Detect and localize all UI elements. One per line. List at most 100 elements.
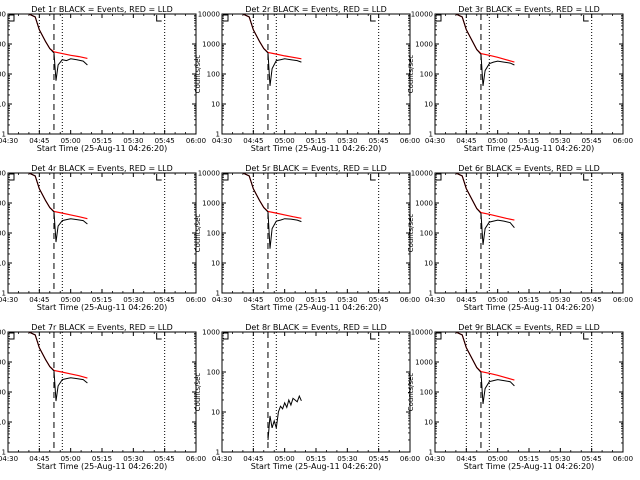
detector-panel: Det 4r BLACK = Events, RED = LLD 1 10 100 10…: [0, 164, 206, 312]
y-tick-label: 1: [429, 131, 433, 139]
y-tick-label: 1000: [0, 41, 6, 49]
y-tick-label: 1: [2, 290, 6, 298]
x-tick-label: 05:45: [155, 137, 175, 145]
x-tick-label: 05:45: [582, 137, 602, 145]
x-tick-label: 05:15: [306, 296, 326, 304]
events-series-line: [242, 14, 302, 86]
events-series-line: [242, 173, 302, 249]
corner-marker: [9, 173, 15, 181]
x-tick-label: 05:00: [61, 137, 81, 145]
corner-marker: [583, 15, 589, 22]
y-tick-label: 1000: [415, 41, 433, 49]
x-tick-label: 05:30: [337, 296, 357, 304]
events-series-line: [455, 332, 515, 404]
plot-frame: [434, 13, 624, 135]
y-tick-label: 10: [211, 409, 220, 417]
x-tick-label: 04:45: [456, 137, 476, 145]
x-tick-label: 04:45: [29, 296, 49, 304]
events-series-line: [267, 394, 302, 441]
x-tick-label: 05:30: [337, 455, 357, 463]
lld-series-line: [455, 332, 515, 381]
x-tick-label: 05:15: [306, 455, 326, 463]
y-tick-label: 10000: [0, 11, 6, 19]
x-tick-label: 05:30: [550, 137, 570, 145]
y-axis-label: Counts/sec: [194, 373, 202, 412]
y-tick-label: 10: [0, 419, 6, 427]
y-tick-label: 10: [424, 260, 433, 268]
y-tick-label: 100: [420, 230, 433, 238]
x-axis-label: Start Time (25-Aug-11 04:26:20): [251, 462, 382, 471]
plot-frame: [7, 13, 197, 135]
y-tick-label: 10000: [198, 170, 220, 178]
y-axis-label: Counts/sec: [194, 55, 202, 94]
x-tick-label: 06:00: [186, 137, 206, 145]
y-tick-label: 1: [2, 131, 6, 139]
x-tick-label: 04:30: [0, 296, 18, 304]
x-tick-label: 05:00: [275, 455, 295, 463]
x-tick-label: 05:00: [488, 296, 508, 304]
x-tick-label: 05:15: [306, 137, 326, 145]
x-axis-label: Start Time (25-Aug-11 04:26:20): [37, 462, 168, 471]
x-tick-label: 05:45: [369, 137, 389, 145]
x-tick-label: 05:15: [92, 296, 112, 304]
x-axis-label: Start Time (25-Aug-11 04:26:20): [251, 144, 382, 153]
y-tick-label: 10000: [411, 329, 433, 337]
panel-title: Det 2r BLACK = Events, RED = LLD: [245, 5, 387, 14]
plot-frame: [221, 13, 411, 135]
x-tick-label: 04:30: [212, 137, 232, 145]
x-tick-label: 04:30: [0, 137, 18, 145]
x-tick-label: 06:00: [186, 296, 206, 304]
y-tick-label: 10000: [0, 170, 6, 178]
x-tick-label: 05:00: [275, 296, 295, 304]
corner-marker: [370, 15, 376, 22]
y-tick-label: 1: [2, 449, 6, 457]
x-tick-label: 06:00: [400, 296, 420, 304]
y-tick-label: 10000: [411, 170, 433, 178]
y-tick-label: 1000: [415, 200, 433, 208]
lld-series-line: [28, 173, 88, 220]
y-tick-label: 100: [0, 71, 6, 79]
corner-marker: [370, 333, 376, 340]
lld-series-line: [242, 173, 302, 219]
x-tick-label: 05:30: [550, 296, 570, 304]
x-tick-label: 06:00: [186, 455, 206, 463]
x-tick-label: 05:15: [519, 455, 539, 463]
detector-panel: Det 3r BLACK = Events, RED = LLD 1 10 100 10…: [407, 5, 633, 153]
x-tick-label: 05:30: [337, 137, 357, 145]
detector-panel: Det 7r BLACK = Events, RED = LLD 1 10 100 10…: [0, 323, 206, 471]
corner-marker: [436, 332, 442, 340]
y-tick-label: 100: [207, 71, 220, 79]
x-tick-label: 05:15: [519, 296, 539, 304]
x-axis-label: Start Time (25-Aug-11 04:26:20): [37, 303, 168, 312]
panel-title: Det 9r BLACK = Events, RED = LLD: [458, 323, 600, 332]
x-tick-label: 05:15: [92, 137, 112, 145]
x-tick-label: 05:45: [155, 296, 175, 304]
y-tick-label: 1000: [202, 41, 220, 49]
corner-marker: [156, 15, 162, 22]
corner-marker: [583, 333, 589, 340]
lld-series-line: [28, 332, 88, 379]
y-tick-label: 10: [424, 101, 433, 109]
corner-marker: [436, 173, 442, 181]
x-tick-label: 05:00: [61, 455, 81, 463]
x-tick-label: 05:00: [275, 137, 295, 145]
y-tick-label: 10: [211, 101, 220, 109]
y-tick-label: 100: [420, 71, 433, 79]
x-axis-label: Start Time (25-Aug-11 04:26:20): [464, 303, 595, 312]
x-tick-label: 05:30: [123, 137, 143, 145]
y-tick-label: 10: [211, 260, 220, 268]
x-tick-label: 04:30: [425, 296, 445, 304]
detector-panel: Det 6r BLACK = Events, RED = LLD 1 10 100 10…: [407, 164, 633, 312]
y-tick-label: 100: [207, 230, 220, 238]
plot-frame: [221, 331, 411, 453]
x-axis-label: Start Time (25-Aug-11 04:26:20): [464, 462, 595, 471]
events-series-line: [28, 14, 88, 81]
x-tick-label: 04:30: [0, 455, 18, 463]
corner-marker: [223, 173, 229, 181]
x-tick-label: 04:30: [425, 455, 445, 463]
y-tick-label: 100: [0, 389, 6, 397]
plot-frame: [7, 172, 197, 294]
x-tick-label: 05:30: [550, 455, 570, 463]
x-tick-label: 05:00: [61, 296, 81, 304]
